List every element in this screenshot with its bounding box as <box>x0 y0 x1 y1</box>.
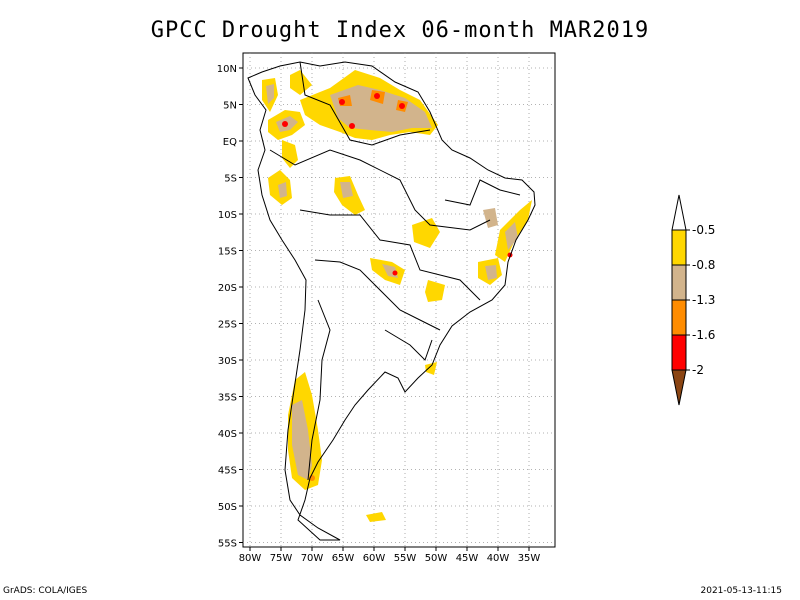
shade-central-1 <box>412 218 440 248</box>
shade-red-ecuador <box>282 121 288 127</box>
shade-red-3 <box>399 103 405 109</box>
footer-credit: GrADS: COLA/IGES <box>3 586 88 596</box>
lon-tick-label: 70W <box>301 553 324 564</box>
shade-red-1 <box>339 99 345 105</box>
shade-ne-1 <box>483 208 498 228</box>
shade-red-2 <box>374 93 380 99</box>
lat-tick-label: 10S <box>218 210 237 221</box>
lon-tick-label: 60W <box>363 553 386 564</box>
shade-peru-n <box>282 140 298 168</box>
footer-timestamp: 2021-05-13-11:15 <box>700 586 783 596</box>
lon-tick-label: 65W <box>332 553 355 564</box>
map-frame <box>242 52 556 548</box>
lat-tick-label: 10N <box>217 64 237 75</box>
border-5 <box>307 299 331 481</box>
drought-shading <box>262 70 532 522</box>
shade-red-pantanal <box>392 270 398 276</box>
colorbar-label: -1.6 <box>692 328 715 342</box>
shade-east-coast-tan <box>505 222 518 250</box>
colorbar: -0.5 -0.8 -1.3 -1.6 -2 <box>671 194 715 406</box>
lat-tick-label: 30S <box>218 356 237 367</box>
lon-tick-label: 80W <box>239 553 262 564</box>
colorbar-segment <box>671 229 687 266</box>
lat-tick-label: 45S <box>218 466 237 477</box>
shade-patagonia-tan <box>292 400 312 480</box>
shade-se-2-tan <box>485 265 497 280</box>
shade-amazon-tan <box>340 182 353 198</box>
lat-tick-label: 50S <box>218 502 237 513</box>
south-america-outline <box>247 61 536 541</box>
colorbar-label: -2 <box>692 363 704 377</box>
lon-tick-label: 55W <box>394 553 417 564</box>
border-4 <box>314 259 441 331</box>
lon-tick-label: 75W <box>270 553 293 564</box>
colorbar-label: -1.3 <box>692 293 715 307</box>
border-7 <box>444 179 521 206</box>
border-1 <box>299 61 431 146</box>
colorbar-top-arrow <box>671 194 687 231</box>
border-2 <box>269 149 491 231</box>
border-3 <box>299 209 481 301</box>
colorbar-bottom-arrow <box>671 369 687 406</box>
colorbar-segment <box>671 264 687 301</box>
colorbar-label: -0.5 <box>692 223 715 237</box>
lat-tick-label: 55S <box>218 539 237 550</box>
shade-nw-1 <box>290 70 312 95</box>
shade-falklands <box>366 512 386 522</box>
lat-tick-label: 35S <box>218 393 237 404</box>
shade-guianas-tan <box>330 85 432 132</box>
lat-tick-label: 5S <box>224 174 237 185</box>
lat-tick-label: 25S <box>218 320 237 331</box>
shade-red-4 <box>349 123 355 129</box>
lon-tick-label: 45W <box>456 553 479 564</box>
shade-south-coast <box>425 362 437 375</box>
lat-tick-label: 15S <box>218 247 237 258</box>
shade-colombia-tan <box>266 84 274 104</box>
lon-tick-label: 40W <box>487 553 510 564</box>
lat-tick-label: EQ <box>223 137 237 148</box>
colorbar-label: -0.8 <box>692 258 715 272</box>
shade-peru-coast-tan <box>278 182 287 198</box>
lon-tick-label: 50W <box>425 553 448 564</box>
colorbar-segment <box>671 299 687 336</box>
coastline <box>247 61 536 541</box>
colorbar-segment <box>671 334 687 371</box>
lat-tick-label: 20S <box>218 283 237 294</box>
lat-tick-label: 5N <box>223 101 237 112</box>
border-6 <box>384 329 433 361</box>
map-title: GPCC Drought Index 06-month MAR2019 <box>150 18 650 43</box>
lat-tick-label: 40S <box>218 429 237 440</box>
shade-se-1 <box>425 280 445 302</box>
lon-tick-label: 35W <box>518 553 541 564</box>
